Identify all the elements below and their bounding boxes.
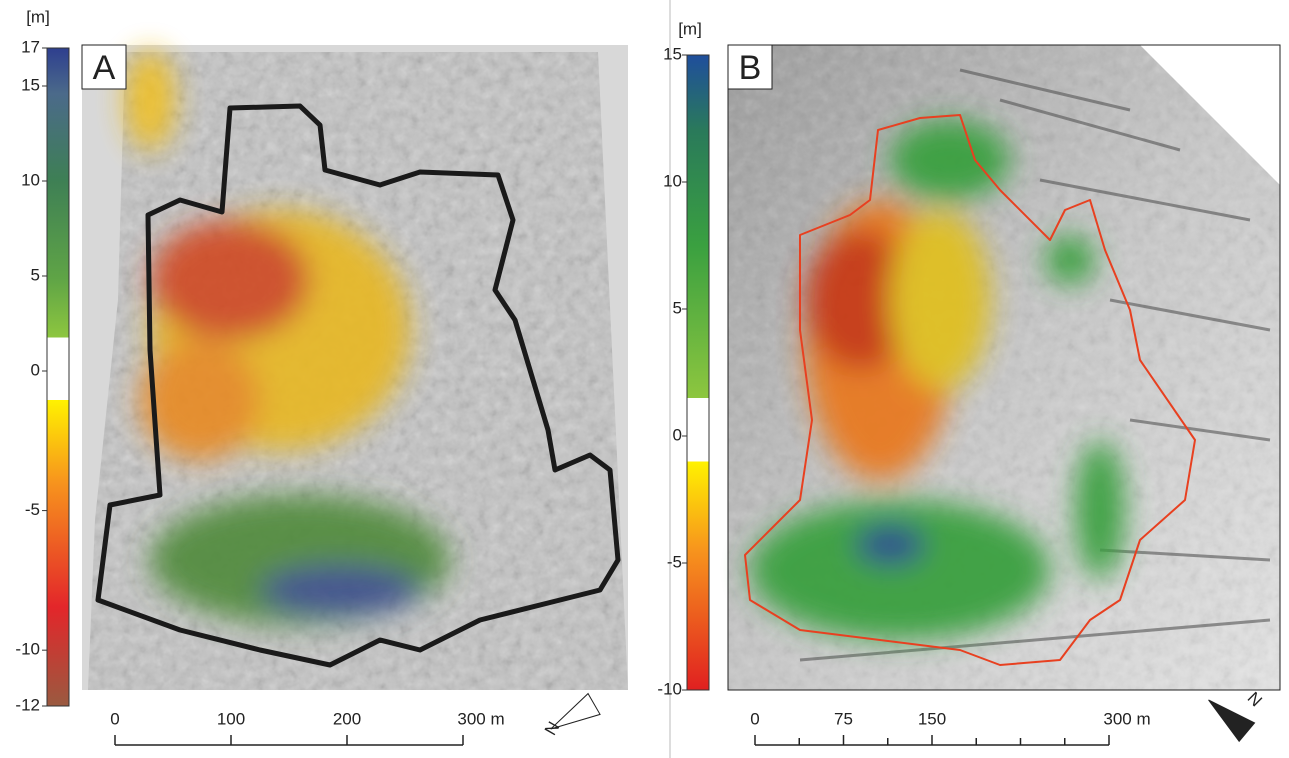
colorbar-tick-label: 5: [31, 265, 40, 284]
colorbar-tick-label: 0: [31, 360, 40, 379]
figure: A[m]17151050-5-10-120100200300 mNB[m]151…: [0, 0, 1289, 758]
scale-tick-label: 0: [750, 709, 759, 728]
colorbar-tick-label: 0: [673, 425, 682, 444]
scale-tick-label: 300 m: [457, 709, 504, 728]
scale-tick-label: 75: [834, 709, 853, 728]
map-b: [728, 45, 1280, 690]
panel-label: A: [93, 49, 116, 87]
scale-tick-label: 0: [110, 709, 119, 728]
north-label: N: [1244, 688, 1266, 710]
colorbar-unit: [m]: [678, 19, 702, 38]
scale-tick-label: 150: [918, 709, 946, 728]
colorbar-tick-label: 15: [21, 75, 40, 94]
panel-label: B: [739, 49, 762, 87]
scale-tick-label: 200: [333, 709, 361, 728]
colorbar: [47, 48, 69, 706]
colorbar-tick-label: 10: [21, 170, 40, 189]
colorbar-tick-label: -5: [25, 500, 40, 519]
colorbar-unit: [m]: [26, 7, 50, 26]
colorbar-tick-label: -10: [657, 679, 682, 698]
colorbar-tick-label: -12: [15, 695, 40, 714]
colorbar: [687, 55, 709, 690]
colorbar-tick-label: 17: [21, 37, 40, 56]
colorbar-tick-label: -5: [667, 552, 682, 571]
colorbar-tick-label: -10: [15, 640, 40, 659]
colorbar-tick-label: 5: [673, 298, 682, 317]
map-a: [82, 45, 628, 690]
scale-tick-label: 300 m: [1103, 709, 1150, 728]
colorbar-tick-label: 10: [663, 171, 682, 190]
scale-tick-label: 100: [217, 709, 245, 728]
colorbar-tick-label: 15: [663, 44, 682, 63]
